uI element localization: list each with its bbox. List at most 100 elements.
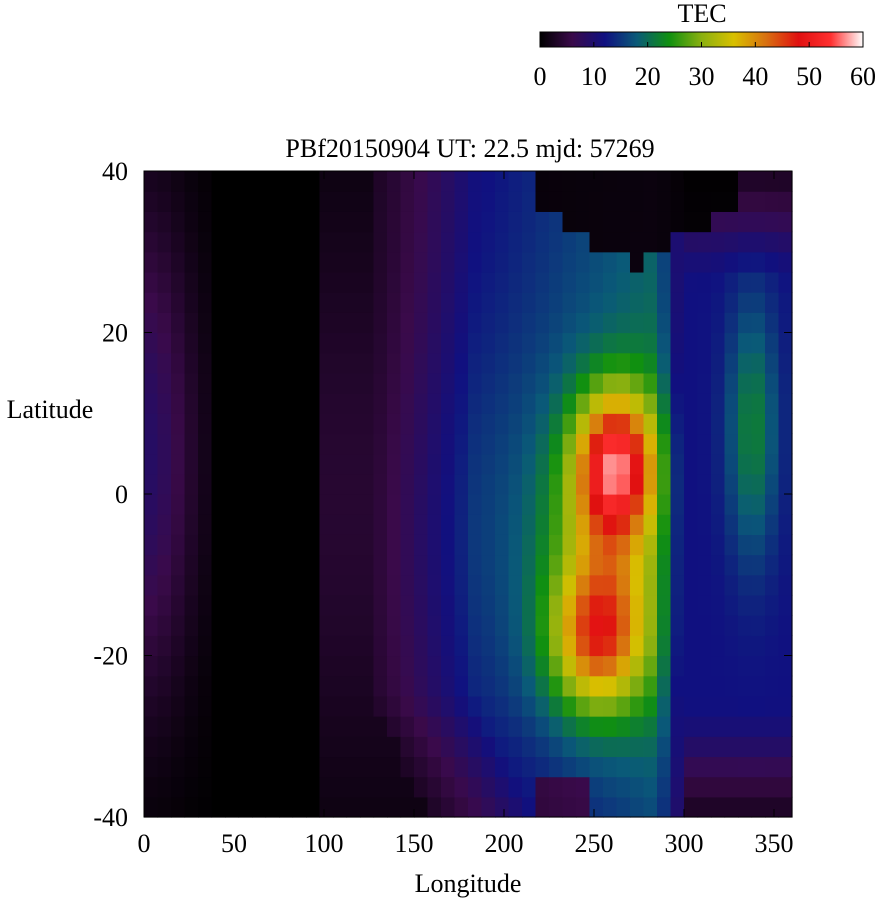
heatmap-cell xyxy=(468,473,483,495)
heatmap-cell xyxy=(643,453,658,475)
heatmap-cell xyxy=(198,695,213,717)
heatmap-cell xyxy=(387,554,402,576)
heatmap-cell xyxy=(414,211,429,233)
heatmap-cell xyxy=(684,796,699,818)
heatmap-cell xyxy=(225,736,240,758)
heatmap-cell xyxy=(562,675,577,697)
heatmap-cell xyxy=(603,211,618,233)
heatmap-cell xyxy=(238,756,253,778)
heatmap-cell xyxy=(414,251,429,273)
heatmap-cell xyxy=(603,473,618,495)
heatmap-cell xyxy=(643,271,658,293)
heatmap-cell xyxy=(670,675,685,697)
heatmap-cell xyxy=(549,271,564,293)
heatmap-cell xyxy=(171,352,186,374)
heatmap-cell xyxy=(535,635,550,657)
heatmap-cell xyxy=(738,594,753,616)
heatmap-cell xyxy=(184,292,199,313)
heatmap-cell xyxy=(279,332,294,354)
heatmap-cell xyxy=(427,453,442,475)
heatmap-cell xyxy=(670,655,685,677)
heatmap-cell xyxy=(657,675,672,697)
heatmap-cell xyxy=(333,655,348,677)
heatmap-cell xyxy=(481,312,496,334)
heatmap-cell xyxy=(603,453,618,475)
heatmap-cell xyxy=(306,635,321,657)
heatmap-cell xyxy=(454,393,469,414)
heatmap-cell xyxy=(387,655,402,677)
heatmap-cell xyxy=(346,655,361,677)
heatmap-cell xyxy=(441,494,456,515)
heatmap-cell xyxy=(549,796,564,818)
heatmap-cell xyxy=(198,554,213,576)
heatmap-cell xyxy=(441,675,456,697)
heatmap-cell xyxy=(603,191,618,212)
heatmap-cell xyxy=(346,675,361,697)
heatmap-cell xyxy=(346,292,361,313)
heatmap-cell xyxy=(616,695,631,717)
heatmap-cell xyxy=(225,271,240,293)
heatmap-cell xyxy=(171,615,186,636)
heatmap-cell xyxy=(333,312,348,334)
heatmap-cell xyxy=(684,352,699,374)
x-tick-label: 300 xyxy=(665,829,704,858)
heatmap-cell xyxy=(454,675,469,697)
heatmap-cell xyxy=(751,231,766,253)
heatmap-cell xyxy=(238,776,253,798)
heatmap-cell xyxy=(306,352,321,374)
heatmap-cell xyxy=(306,292,321,313)
heatmap-cell xyxy=(481,393,496,414)
heatmap-cell xyxy=(373,413,388,435)
heatmap-cell xyxy=(670,292,685,313)
heatmap-cell xyxy=(508,271,523,293)
heatmap-cell xyxy=(657,171,672,192)
heatmap-cell xyxy=(454,332,469,354)
heatmap-cell xyxy=(427,615,442,636)
heatmap-cell xyxy=(630,554,645,576)
heatmap-cell xyxy=(454,655,469,677)
heatmap-cell xyxy=(225,292,240,313)
heatmap-cell xyxy=(184,231,199,253)
heatmap-cell xyxy=(414,312,429,334)
heatmap-cell xyxy=(184,554,199,576)
heatmap-cell xyxy=(481,372,496,394)
heatmap-cell xyxy=(454,271,469,293)
heatmap-cell xyxy=(225,251,240,273)
heatmap-cell xyxy=(238,332,253,354)
heatmap-cell xyxy=(778,736,793,758)
heatmap-cell xyxy=(751,251,766,273)
heatmap-cell xyxy=(751,776,766,798)
heatmap-cell xyxy=(211,534,226,556)
heatmap-cell xyxy=(387,756,402,778)
heatmap-cell xyxy=(306,211,321,233)
heatmap-cell xyxy=(157,251,172,273)
heatmap-cell xyxy=(751,211,766,233)
heatmap-cell xyxy=(198,615,213,636)
heatmap-cell xyxy=(468,453,483,475)
heatmap-cell xyxy=(697,615,712,636)
heatmap-cell xyxy=(697,372,712,394)
heatmap-cell xyxy=(589,191,604,212)
heatmap-cell xyxy=(265,675,280,697)
x-tick-label: 50 xyxy=(221,829,247,858)
heatmap-cell xyxy=(373,695,388,717)
heatmap-cell xyxy=(171,231,186,253)
heatmap-cell xyxy=(292,635,307,657)
heatmap-cell xyxy=(765,695,780,717)
heatmap-cell xyxy=(711,574,726,596)
heatmap-cell xyxy=(616,796,631,818)
heatmap-cell xyxy=(360,534,375,556)
heatmap-cell xyxy=(225,393,240,414)
heatmap-cell xyxy=(346,312,361,334)
heatmap-cell xyxy=(738,352,753,374)
heatmap-cell xyxy=(495,776,510,798)
heatmap-cell xyxy=(144,554,159,576)
heatmap-cell xyxy=(495,292,510,313)
heatmap-cell xyxy=(643,695,658,717)
heatmap-cell xyxy=(373,473,388,495)
x-axis-ticks: 0 50 100 150 200 250 300 350 xyxy=(138,171,794,858)
heatmap-cell xyxy=(171,251,186,273)
heatmap-cell xyxy=(427,433,442,455)
heatmap-cell xyxy=(549,413,564,435)
heatmap-cell xyxy=(400,574,415,596)
